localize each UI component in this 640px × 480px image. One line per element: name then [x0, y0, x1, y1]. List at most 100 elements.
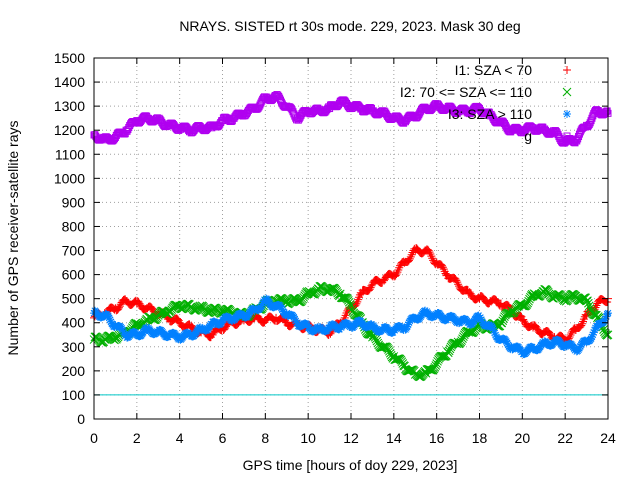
- series-1-fill-marker: [453, 278, 462, 287]
- series-2-data-point: [432, 359, 442, 369]
- y-tick-label: 500: [62, 291, 86, 307]
- series-1-fill-marker: [342, 309, 351, 318]
- series-3-fill-marker: [490, 328, 499, 337]
- series-1-fill-marker: [532, 323, 541, 332]
- legend: I1: SZA < 70 I2: 70 <= SZA <= 110 I3: SZA …: [400, 62, 572, 144]
- series-3-fill-marker: [502, 337, 511, 346]
- y-tick-label: 1200: [54, 122, 85, 138]
- series-3-fill-marker: [588, 330, 597, 339]
- x-tick-label: 20: [515, 430, 531, 446]
- series-3-fill-marker: [106, 317, 115, 326]
- series-1-fill-marker: [173, 315, 182, 324]
- x-tick-label: 10: [300, 430, 316, 446]
- legend-label-1: I1: SZA < 70: [455, 62, 533, 78]
- series-1-fill-marker: [454, 282, 463, 291]
- series-1-fill-marker: [115, 302, 124, 311]
- x-tick-label: 0: [90, 430, 98, 446]
- series-1-fill-marker: [452, 276, 461, 285]
- series-3-data-point: [593, 323, 602, 332]
- plot-marks: [89, 91, 613, 382]
- series-1-fill-marker: [439, 265, 448, 274]
- series-1-fill-marker: [577, 321, 586, 330]
- series-3-fill-marker: [257, 301, 266, 310]
- legend-symbol-1: [563, 66, 571, 74]
- series-1-fill-marker: [393, 268, 402, 277]
- series-2-fill-marker: [584, 298, 593, 308]
- series-3-data-point: [486, 323, 495, 332]
- x-tick-label: 18: [472, 430, 488, 446]
- y-tick-label: 600: [62, 267, 86, 283]
- series-3-fill-marker: [575, 344, 584, 353]
- x-tick-label: 12: [343, 430, 359, 446]
- series-1-fill-marker: [395, 263, 404, 272]
- series-3-fill-marker: [470, 316, 479, 325]
- series-3-fill-marker: [264, 298, 273, 307]
- series-2-fill-marker: [289, 293, 299, 303]
- series-3-fill-marker: [249, 304, 258, 313]
- series-3-data-point: [122, 330, 131, 339]
- series-1-fill-marker: [135, 299, 144, 308]
- series-1-fill-marker: [591, 303, 600, 312]
- x-axis-title: GPS time [hours of doy 229, 2023]: [243, 457, 458, 473]
- y-tick-label: 100: [62, 387, 86, 403]
- series-1-fill-marker: [367, 281, 376, 290]
- series-3-fill-marker: [278, 305, 287, 314]
- series-1-fill-marker: [466, 289, 475, 298]
- series-1-fill-marker: [208, 330, 217, 339]
- y-tick-label: 700: [62, 243, 86, 259]
- x-tick-label: 2: [133, 430, 141, 446]
- series-1-data-point: [443, 270, 452, 279]
- y-tick-label: 0: [77, 411, 85, 427]
- series-3-fill-marker: [403, 322, 412, 331]
- series-3-fill-marker: [477, 315, 486, 324]
- series-3-fill-marker: [106, 315, 115, 324]
- y-tick-label: 200: [62, 363, 86, 379]
- series-3-fill-marker: [560, 343, 569, 352]
- series-3-fill-marker: [277, 303, 286, 312]
- series-2-fill-marker: [436, 351, 446, 361]
- series-1-fill-marker: [428, 254, 437, 263]
- y-axis-ticks: 0 100 200 300 400 500 600 700 800 900 1000 1100 1200…: [54, 50, 608, 427]
- series-3-fill-marker: [105, 313, 114, 322]
- series-3-fill-marker: [589, 328, 598, 337]
- series-3-fill-marker: [217, 318, 226, 327]
- series-3-fill-marker: [478, 317, 487, 326]
- series-3-fill-marker: [487, 322, 496, 331]
- series-1-fill-marker: [392, 269, 401, 278]
- x-tick-label: 24: [600, 430, 616, 446]
- series-3-data-point: [400, 323, 409, 332]
- series-1-fill-marker: [424, 246, 433, 255]
- series-1-fill-marker: [438, 263, 447, 272]
- series-3-data-point: [539, 340, 548, 349]
- series-4-fill-marker: [574, 135, 582, 143]
- series-1-fill-marker: [366, 283, 375, 292]
- x-tick-label: 14: [386, 430, 402, 446]
- series-2-fill-marker: [398, 359, 408, 368]
- series-3-fill-marker: [279, 307, 288, 316]
- y-tick-label: 300: [62, 339, 86, 355]
- series-3-fill-marker: [142, 323, 151, 332]
- series-3-fill-marker: [576, 342, 585, 351]
- series-1-fill-marker: [545, 330, 554, 339]
- series-3-fill-marker: [402, 324, 411, 333]
- y-tick-label: 1000: [54, 170, 85, 186]
- series-3-fill-marker: [602, 312, 611, 321]
- series-3-fill-marker: [289, 313, 298, 322]
- y-tick-label: 1500: [54, 50, 85, 66]
- series-3-fill-marker: [488, 324, 497, 333]
- series-1-fill-marker: [441, 269, 450, 278]
- series-3-fill-marker: [601, 314, 610, 323]
- series-3-fill-marker: [476, 313, 485, 322]
- legend-label-3: I3: SZA > 110: [448, 106, 532, 122]
- x-tick-label: 6: [219, 430, 227, 446]
- series-3-fill-marker: [118, 326, 127, 335]
- series-3-fill-marker: [303, 320, 312, 329]
- series-1-fill-marker: [365, 285, 374, 294]
- series-4-fill-marker: [573, 137, 581, 145]
- series-3-group: [90, 294, 612, 359]
- series-1-fill-marker: [565, 332, 574, 341]
- series-3-fill-marker: [196, 323, 205, 332]
- series-3-fill-marker: [600, 316, 609, 325]
- x-tick-label: 16: [429, 430, 445, 446]
